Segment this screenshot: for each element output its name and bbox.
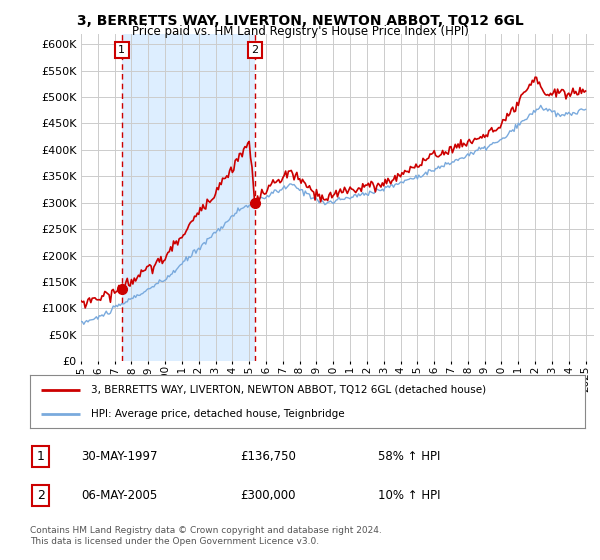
Text: Contains HM Land Registry data © Crown copyright and database right 2024.
This d: Contains HM Land Registry data © Crown c…	[30, 526, 382, 546]
Text: £136,750: £136,750	[240, 450, 296, 463]
Text: 58% ↑ HPI: 58% ↑ HPI	[378, 450, 440, 463]
Text: Price paid vs. HM Land Registry's House Price Index (HPI): Price paid vs. HM Land Registry's House …	[131, 25, 469, 38]
Text: HPI: Average price, detached house, Teignbridge: HPI: Average price, detached house, Teig…	[91, 409, 344, 419]
Text: 06-MAY-2005: 06-MAY-2005	[81, 489, 157, 502]
Text: 1: 1	[37, 450, 45, 463]
Text: 2: 2	[251, 45, 259, 55]
Text: 3, BERRETTS WAY, LIVERTON, NEWTON ABBOT, TQ12 6GL (detached house): 3, BERRETTS WAY, LIVERTON, NEWTON ABBOT,…	[91, 385, 486, 395]
Bar	[122, 34, 255, 361]
Text: 2: 2	[37, 489, 45, 502]
Text: 3, BERRETTS WAY, LIVERTON, NEWTON ABBOT, TQ12 6GL: 3, BERRETTS WAY, LIVERTON, NEWTON ABBOT,…	[77, 14, 523, 28]
Text: 1: 1	[118, 45, 125, 55]
Text: 30-MAY-1997: 30-MAY-1997	[81, 450, 157, 463]
Text: £300,000: £300,000	[240, 489, 296, 502]
Text: 10% ↑ HPI: 10% ↑ HPI	[378, 489, 440, 502]
